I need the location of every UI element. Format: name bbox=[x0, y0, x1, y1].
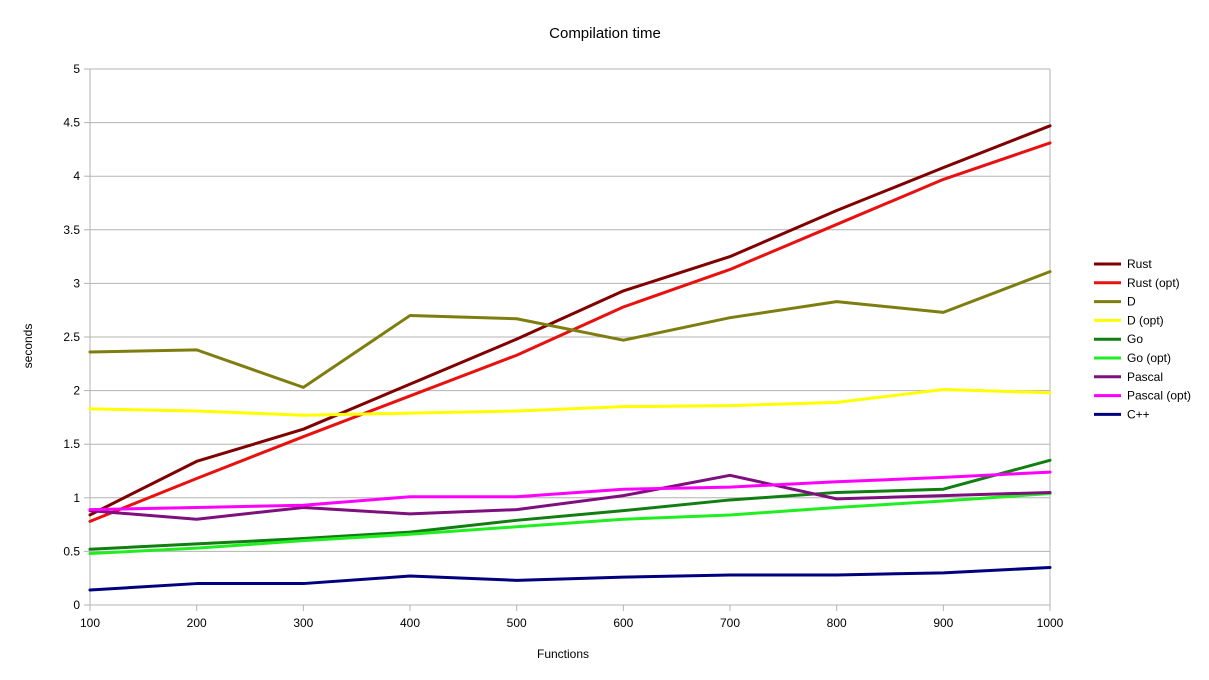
series-line-rust bbox=[88, 124, 1052, 517]
x-tick-label: 600 bbox=[613, 616, 633, 630]
legend-label-d-opt: D (opt) bbox=[1127, 313, 1164, 327]
x-tick-label: 900 bbox=[933, 616, 953, 630]
series-lines bbox=[88, 124, 1052, 592]
y-tick-label: 1.5 bbox=[63, 437, 80, 451]
legend-label-go: Go bbox=[1127, 332, 1143, 346]
legend-label-rust-opt: Rust (opt) bbox=[1127, 276, 1180, 290]
x-tick-label: 800 bbox=[827, 616, 847, 630]
y-tick-label: 2.5 bbox=[63, 330, 80, 344]
gridlines bbox=[84, 68, 1051, 611]
y-tick-label: 4.5 bbox=[63, 116, 80, 130]
legend-label-rust: Rust bbox=[1127, 257, 1152, 271]
legend: Rust Rust (opt) D D (opt) Go Go (opt) Pascal Pa… bbox=[1094, 257, 1191, 421]
y-tick-label: 1 bbox=[73, 491, 80, 505]
series-line-pascal bbox=[88, 473, 1052, 521]
y-tick-label: 3.5 bbox=[63, 223, 80, 237]
chart-title: Compilation time bbox=[549, 25, 661, 42]
x-axis-label: Functions bbox=[537, 647, 589, 661]
y-axis-ticks: 0 0.5 1 1.5 2 2.5 3 3.5 4 4.5 5 bbox=[63, 62, 80, 612]
series-line-d-opt bbox=[88, 388, 1052, 417]
series-line-go bbox=[88, 458, 1052, 551]
x-tick-label: 300 bbox=[293, 616, 313, 630]
y-tick-label: 5 bbox=[73, 62, 80, 76]
series-line-rust-opt bbox=[88, 141, 1052, 523]
series-line-c bbox=[88, 565, 1052, 592]
legend-label-pascal: Pascal bbox=[1127, 370, 1163, 384]
y-tick-label: 4 bbox=[73, 169, 80, 183]
x-tick-label: 700 bbox=[720, 616, 740, 630]
x-tick-label: 1000 bbox=[1037, 616, 1064, 630]
x-tick-label: 400 bbox=[400, 616, 420, 630]
legend-label-go-opt: Go (opt) bbox=[1127, 351, 1171, 365]
legend-label-d: D bbox=[1127, 295, 1136, 309]
series-line-pascal-opt bbox=[88, 470, 1052, 512]
y-tick-label: 2 bbox=[73, 384, 80, 398]
y-tick-label: 3 bbox=[73, 276, 80, 290]
x-axis-ticks: 100 200 300 400 500 600 700 800 900 1000 bbox=[80, 616, 1064, 630]
legend-label-pascal-opt: Pascal (opt) bbox=[1127, 389, 1191, 403]
x-tick-label: 200 bbox=[187, 616, 207, 630]
series-line-d bbox=[88, 270, 1052, 389]
x-tick-label: 500 bbox=[507, 616, 527, 630]
x-tick-label: 100 bbox=[80, 616, 100, 630]
y-axis-label: seconds bbox=[21, 324, 35, 369]
legend-label-c: C++ bbox=[1127, 407, 1150, 421]
y-tick-label: 0 bbox=[73, 598, 80, 612]
series-line-go-opt bbox=[88, 492, 1052, 556]
y-tick-label: 0.5 bbox=[63, 544, 80, 558]
